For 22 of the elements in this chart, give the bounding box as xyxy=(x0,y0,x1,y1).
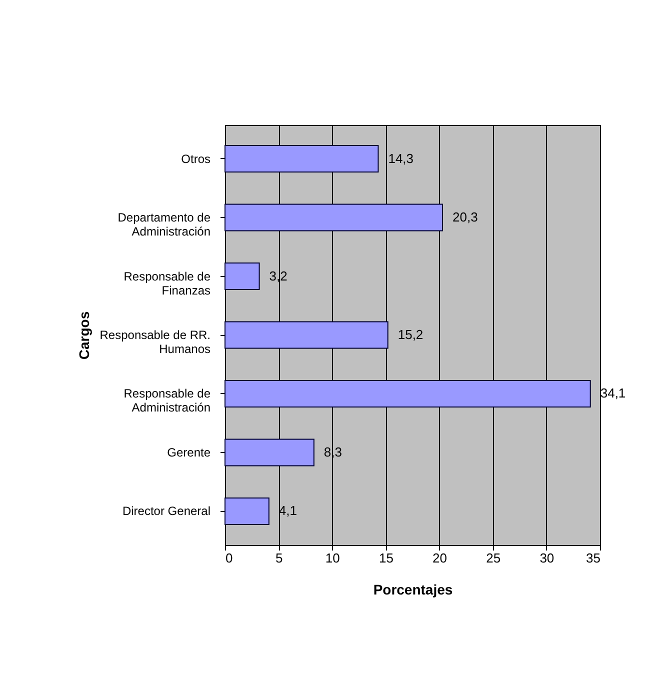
x-tick-label: 15 xyxy=(378,550,394,566)
x-tick-label: 30 xyxy=(540,550,554,566)
data-label: 34,1 xyxy=(600,386,626,401)
data-label: 4,1 xyxy=(278,503,298,518)
y-tick-label: Director General xyxy=(122,504,210,518)
x-axis-title: Porcentajes xyxy=(373,582,453,598)
y-axis-title: Cargos xyxy=(76,311,92,360)
y-tick-label: Gerente xyxy=(167,445,211,460)
y-tick-label: Otros xyxy=(181,152,210,166)
data-label: 20,3 xyxy=(452,210,478,225)
x-tick-label: 20 xyxy=(432,550,448,566)
y-tick-label: Responsable de Administración xyxy=(124,386,211,415)
y-tick-label: Departamento de Administración xyxy=(118,210,211,239)
x-tick-label: 5 xyxy=(275,550,283,566)
data-label: 15,2 xyxy=(398,327,424,342)
data-label: 14,3 xyxy=(388,150,414,166)
x-tick-label: 0 xyxy=(226,550,233,566)
x-tick-label: 25 xyxy=(486,550,501,566)
y-tick-label: Responsable de RR. Humanos xyxy=(100,328,210,356)
y-tick-label: Responsable de Finanzas xyxy=(124,269,211,298)
x-tick-label: 35 xyxy=(586,550,600,566)
x-tick-label: 10 xyxy=(325,550,340,566)
